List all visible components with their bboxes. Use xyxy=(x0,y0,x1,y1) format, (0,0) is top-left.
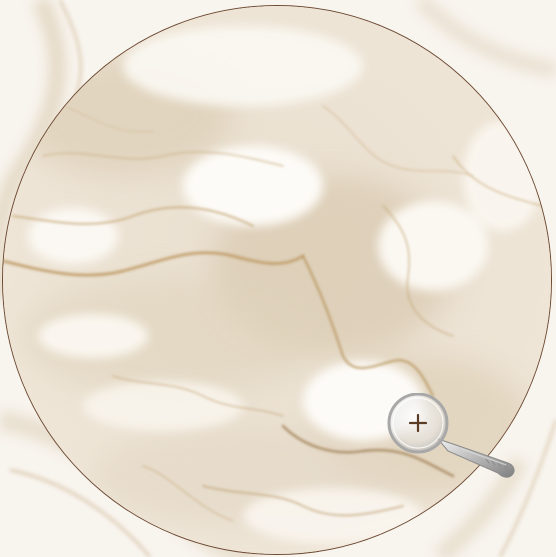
zoom-lens xyxy=(2,5,552,555)
zoomed-marble-image xyxy=(3,6,551,554)
magnifier-plus-icon xyxy=(387,393,515,478)
magnifier-cursor[interactable]: + xyxy=(386,393,518,479)
